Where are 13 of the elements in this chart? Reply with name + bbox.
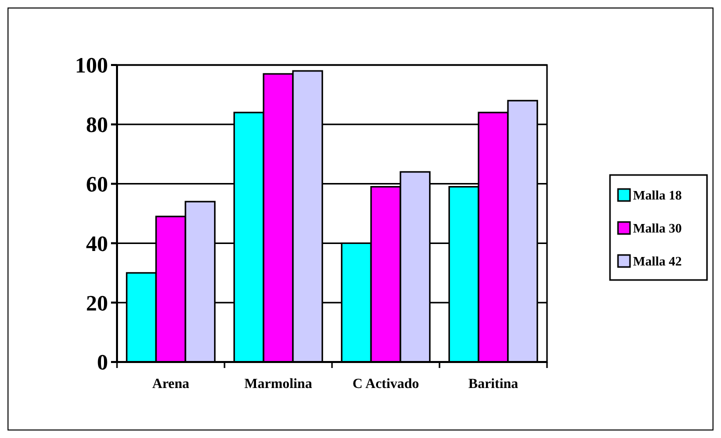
legend-label: Malla 18 <box>633 188 682 203</box>
x-tick-label: C Activado <box>352 377 419 392</box>
x-tick-label: Marmolina <box>244 377 312 392</box>
y-tick-label: 0 <box>97 350 108 375</box>
y-tick-label: 80 <box>86 112 108 138</box>
y-tick-label: 20 <box>86 290 108 316</box>
x-tick-label: Baritina <box>468 377 518 392</box>
y-tick-label: 40 <box>86 230 108 256</box>
legend-label: Malla 42 <box>633 254 682 269</box>
y-tick-label: 60 <box>86 172 108 196</box>
x-tick-label: Arena <box>152 377 190 392</box>
legend-label: Malla 30 <box>633 220 682 236</box>
y-tick-label: 100 <box>75 52 108 78</box>
